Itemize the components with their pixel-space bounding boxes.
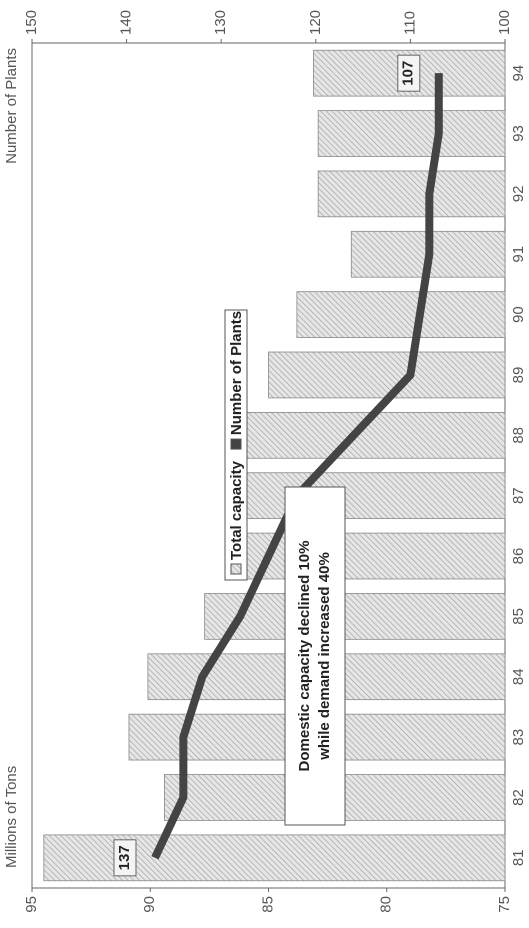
- y2-tick-label: 130: [212, 10, 229, 35]
- x-tick-label: 88: [510, 427, 527, 444]
- data-label: 137: [116, 845, 133, 870]
- x-tick-label: 87: [510, 487, 527, 504]
- bar: [317, 110, 506, 157]
- bar: [317, 170, 506, 218]
- x-tick-label: 81: [510, 849, 527, 866]
- legend-label: Number of Plants: [228, 311, 245, 435]
- bar: [204, 593, 506, 640]
- y-tick-label: 90: [141, 896, 158, 913]
- annotation-box: [284, 486, 346, 826]
- x-tick-label: 85: [510, 608, 527, 625]
- y2-tick-label: 110: [401, 11, 418, 35]
- annotation-text: Domestic capacity declined 10%: [296, 541, 313, 772]
- x-tick-label: 82: [510, 789, 527, 806]
- x-tick-label: 90: [510, 306, 527, 323]
- y2-tick-label: 140: [118, 10, 135, 35]
- rotated-chart: Millions of Tons Number of Plants 75 80 85…: [3, 10, 527, 913]
- legend-label: Total capacity: [228, 460, 245, 560]
- data-label: 107: [400, 61, 417, 86]
- line: [151, 73, 443, 860]
- y-tick-label: 85: [259, 896, 276, 913]
- y2-axis-title: Number of Plants: [3, 48, 20, 164]
- legend-swatch: [230, 563, 242, 575]
- bar: [296, 291, 506, 338]
- x-tick-label: 86: [510, 548, 527, 565]
- data-label-box: [113, 839, 137, 877]
- x-tick-label: 93: [510, 125, 527, 142]
- y2-tick-label: 120: [307, 10, 324, 35]
- y2-tick-label: 150: [23, 10, 40, 35]
- x-tick-label: 91: [510, 246, 527, 263]
- x-tick-label: 92: [510, 186, 527, 203]
- x-tick-label: 89: [510, 367, 527, 384]
- bar: [239, 472, 506, 520]
- data-label-box: [397, 54, 421, 92]
- x-tick-label: 84: [510, 668, 527, 685]
- y-tick-label: 80: [378, 896, 395, 913]
- legend-swatch: [230, 438, 242, 450]
- x-tick-label: 94: [510, 65, 527, 82]
- x-tick-label: 83: [510, 729, 527, 746]
- y-axis-title: Millions of Tons: [3, 766, 20, 868]
- annotation-text: while demand increased 40%: [316, 552, 333, 761]
- bar: [43, 834, 506, 882]
- y-tick-label: 75: [496, 896, 513, 913]
- bar: [268, 351, 506, 399]
- y2-tick-label: 100: [496, 10, 513, 35]
- y-tick-label: 95: [23, 896, 40, 913]
